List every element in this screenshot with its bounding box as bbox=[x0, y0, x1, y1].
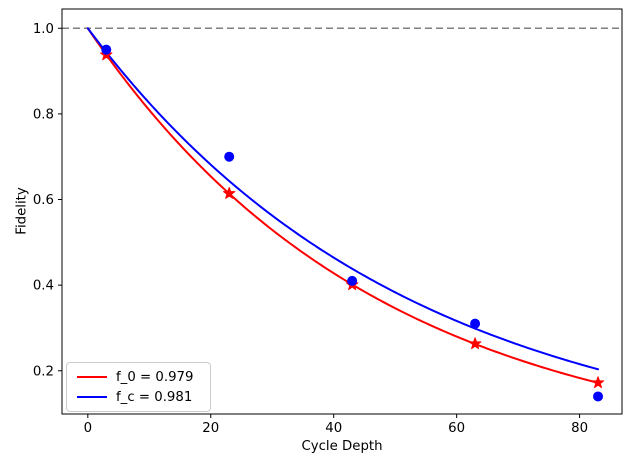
data-point-circle bbox=[101, 44, 112, 55]
data-point-star bbox=[222, 187, 236, 199]
y-axis-label: Fidelity bbox=[14, 187, 30, 235]
data-point-circle bbox=[347, 275, 358, 286]
legend-entry-fc: f_c = 0.981 bbox=[77, 387, 200, 407]
legend-line-blue bbox=[77, 396, 107, 398]
data-point-circle bbox=[593, 391, 604, 402]
y-tick-label: 0.4 bbox=[33, 279, 54, 294]
x-tick-label: 80 bbox=[571, 421, 588, 436]
fit-curve-fc bbox=[86, 27, 600, 371]
y-tick-label: 0.8 bbox=[33, 107, 54, 122]
data-point-star bbox=[468, 337, 482, 350]
x-axis-label: Cycle Depth bbox=[301, 439, 383, 454]
x-tick-label: 60 bbox=[448, 421, 465, 436]
y-tick-label: 0.2 bbox=[33, 364, 54, 379]
data-point-star bbox=[591, 376, 605, 389]
y-tick-label: 1.0 bbox=[33, 22, 54, 37]
x-tick-label: 20 bbox=[202, 421, 219, 436]
legend-label-fc: f_c = 0.981 bbox=[116, 389, 193, 405]
x-tick-label: 40 bbox=[325, 421, 342, 436]
x-tick-label: 0 bbox=[84, 421, 92, 436]
legend-line-red bbox=[77, 376, 107, 378]
axes-spines bbox=[61, 8, 623, 415]
legend-entry-f0: f_0 = 0.979 bbox=[77, 367, 200, 387]
legend-label-f0: f_0 = 0.979 bbox=[116, 369, 194, 385]
data-point-circle bbox=[470, 318, 481, 329]
fit-curve-f0 bbox=[86, 27, 600, 384]
legend: f_0 = 0.979 f_c = 0.981 bbox=[66, 362, 211, 412]
data-point-circle bbox=[224, 151, 235, 162]
y-tick-label: 0.6 bbox=[33, 193, 54, 208]
